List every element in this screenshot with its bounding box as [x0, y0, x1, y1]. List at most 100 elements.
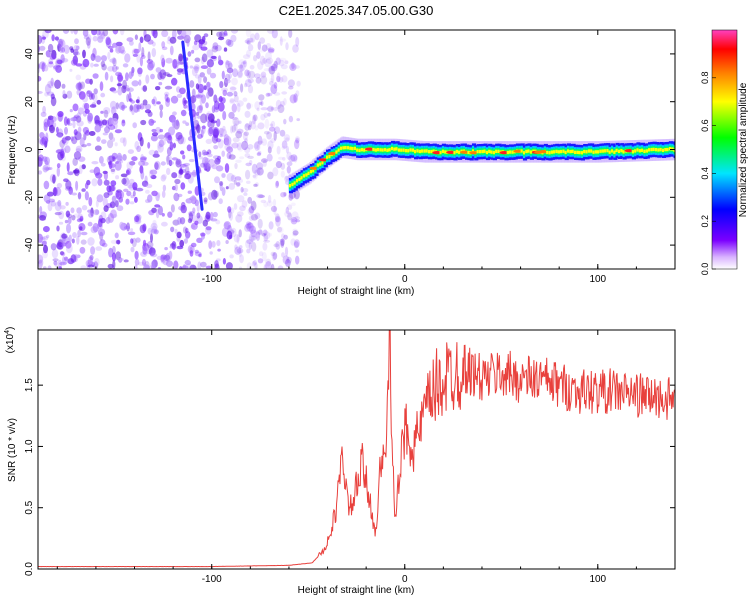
spectrogram-blob [88, 196, 93, 207]
spectrogram-blob [282, 255, 290, 265]
spectrogram-blob [145, 189, 150, 194]
spectrogram-blob [142, 239, 147, 247]
spectrogram-blob [140, 251, 148, 257]
spectrogram-blob [267, 146, 272, 154]
spectrogram-blob [129, 105, 133, 113]
spectrogram-blob [38, 259, 43, 269]
spectrogram-blob [187, 190, 192, 194]
spectrogram-blob [244, 110, 251, 118]
spectrogram-blob [239, 254, 244, 264]
spectrogram-blob [263, 264, 267, 269]
spectrogram-blob [111, 57, 116, 65]
spectrogram-blob [175, 132, 183, 140]
spectrogram-blob [50, 243, 57, 251]
spectrogram-blob [115, 46, 123, 52]
spectrogram-blob [249, 225, 256, 234]
spectrogram-blob [276, 75, 281, 83]
spectrogram-blob [108, 155, 115, 162]
spectrogram-blob [192, 169, 197, 178]
spectrogram-blob [64, 126, 68, 135]
spectrogram-blob [223, 47, 228, 52]
spectrogram-band-cell [520, 149, 525, 153]
spectrogram-blob [108, 247, 114, 258]
spectrogram-blob [150, 233, 153, 243]
spectrogram-blob [250, 229, 257, 238]
spectrogram-blob [120, 173, 128, 178]
spectrogram-blob [65, 136, 71, 141]
spectrogram-blob [103, 109, 109, 118]
spectrogram-blob [115, 66, 119, 70]
spectrogram-blob [61, 233, 68, 239]
spectrogram-blob [206, 81, 211, 92]
spectrogram-blob [285, 259, 291, 267]
spectrogram-blob [154, 204, 161, 208]
spectrogram-xlabel: Height of straight line (km) [298, 286, 415, 297]
spectrogram-blob [94, 55, 102, 63]
spectrogram-band-cell [439, 150, 444, 155]
spectrogram-blob [222, 89, 228, 97]
spectrogram-blob [227, 225, 232, 232]
spectrogram-blob [207, 113, 215, 123]
spectrogram-blob [229, 147, 234, 157]
spectrogram-blob [206, 111, 212, 117]
spectrogram-blob [117, 74, 124, 82]
spectrogram-band-cell [573, 150, 579, 154]
spectrogram-blob [154, 162, 159, 170]
spectrogram-blob [134, 258, 140, 266]
spectrogram-blob [73, 114, 80, 119]
spectrogram-blob [85, 37, 91, 46]
spectrogram-band-cell [430, 149, 435, 154]
spectrogram-blob [73, 30, 78, 35]
spectrogram-blob [70, 207, 75, 214]
spectrogram-blob [42, 36, 46, 40]
spectrogram-blob [231, 103, 237, 113]
spectrogram-blob [212, 42, 219, 50]
spectrogram-blob [87, 264, 95, 268]
spectrogram-blob [295, 137, 300, 144]
spectrogram-band-cell [416, 149, 421, 153]
spectrogram-blob [245, 30, 252, 38]
spectrogram-blob [275, 180, 279, 189]
spectrogram-blob [137, 67, 143, 75]
spectrogram-blob [66, 223, 71, 234]
spectrogram-blob [195, 112, 200, 116]
spectrogram-blob [139, 157, 147, 163]
spectrogram-marks [38, 30, 675, 269]
spectrogram-blob [72, 103, 79, 112]
spectrogram-blob [232, 68, 239, 78]
spectrogram-blob [254, 101, 261, 110]
spectrogram-blob [165, 155, 172, 162]
spectrogram-blob [261, 233, 266, 237]
spectrogram-blob [48, 167, 53, 170]
snr-ylabel: SNR (10 * v/v) [7, 418, 18, 482]
spectrogram-blob [175, 160, 181, 165]
spectrogram-blob [216, 118, 221, 128]
spectrogram-blob [151, 30, 156, 37]
spectrogram-band-cell [291, 182, 296, 187]
spectrogram-blob [95, 209, 100, 215]
spectrogram-blob [130, 194, 135, 199]
spectrogram-blob [239, 64, 244, 72]
spectrogram-blob [40, 240, 47, 244]
spectrogram-blob [245, 162, 252, 167]
spectrogram-blob [186, 38, 190, 47]
spectrogram-blob [179, 266, 183, 269]
spectrogram-blob [221, 187, 226, 196]
spectrogram-blob [147, 241, 154, 249]
colorbar-tick-label: 0.8 [700, 72, 710, 85]
spectrogram-blob [237, 195, 245, 203]
spectrogram-blob [134, 140, 140, 150]
spectrogram-blob [192, 66, 200, 70]
spectrogram-blob [50, 96, 57, 107]
spectrogram-blob [174, 58, 179, 67]
spectrogram-panel: -100 0 100 -40 -20 0 20 40 Height of straight l… [7, 29, 676, 297]
colorbar-gradient [711, 29, 738, 270]
spectrogram-blob [44, 30, 52, 34]
spectrogram-blob [170, 95, 179, 104]
spectrogram-band-cell [654, 148, 660, 152]
spectrogram-blob [238, 249, 242, 258]
spectrogram-blob [245, 223, 252, 229]
spectrogram-blob [200, 128, 204, 138]
spectrogram-band-cell [346, 146, 351, 150]
spectrogram-blob [240, 61, 246, 72]
